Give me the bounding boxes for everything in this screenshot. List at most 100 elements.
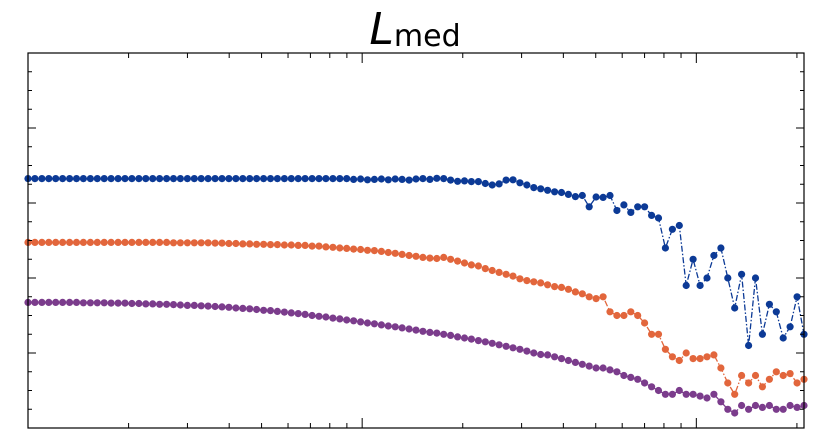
series-1-point — [66, 175, 74, 183]
series-1-point — [474, 178, 482, 186]
series-3-point — [142, 300, 150, 308]
series-2-point — [675, 356, 683, 365]
series-1-point — [190, 175, 198, 183]
series-2-point — [758, 383, 767, 391]
series-3-point — [183, 301, 191, 309]
series-1-point — [606, 191, 614, 200]
series-3-point — [689, 390, 697, 398]
series-1-point — [613, 206, 621, 215]
series-3-point — [606, 366, 614, 374]
series-3-point — [59, 298, 67, 306]
series-2-point — [273, 241, 281, 249]
series-1-point — [689, 255, 697, 263]
series-3-point — [544, 351, 552, 359]
series-3-point — [107, 299, 115, 307]
series-2-point — [100, 238, 108, 246]
series-1-point — [772, 308, 780, 316]
series-2-point — [751, 371, 760, 380]
series-2-point — [648, 330, 656, 338]
series-3-point — [357, 318, 365, 326]
series-1-point — [273, 175, 281, 183]
series-1-point — [100, 175, 108, 183]
series-2-point — [745, 379, 753, 387]
series-2-point — [419, 253, 427, 261]
series-1-point — [405, 176, 413, 184]
series-3-point — [564, 356, 573, 365]
series-1-point — [79, 175, 87, 183]
series-3-point — [149, 300, 157, 308]
series-3-point — [343, 316, 351, 324]
series-1-point — [239, 175, 247, 183]
series-2-point — [253, 240, 261, 248]
series-2-point — [135, 238, 143, 246]
series-2-point — [287, 241, 295, 249]
series-1-point — [336, 175, 344, 183]
series-2-point — [260, 240, 268, 248]
series-3-point — [724, 405, 732, 413]
series-1-point — [751, 274, 760, 282]
series-1-point — [72, 175, 81, 183]
series-2-point — [52, 238, 60, 246]
series-1-point — [121, 175, 129, 183]
series-3-point — [571, 358, 580, 366]
series-1-point — [363, 176, 372, 184]
series-1-point — [703, 274, 711, 282]
series-1-point — [460, 177, 469, 185]
series-3-point — [336, 315, 344, 323]
series-2-point — [433, 254, 441, 263]
series-3-point — [204, 302, 212, 310]
series-1-point — [225, 175, 233, 183]
series-2-point — [557, 283, 566, 291]
series-2-point — [128, 238, 136, 246]
series-1-point — [745, 341, 753, 350]
series-1-point — [45, 175, 53, 183]
series-3-point — [447, 331, 455, 339]
series-1-point — [544, 186, 552, 194]
series-3-point — [675, 386, 683, 395]
series-2-point — [793, 379, 801, 387]
series-3-point — [654, 386, 663, 395]
series-2-point — [377, 247, 385, 255]
series-1-point — [260, 175, 268, 183]
series-2-point — [661, 345, 670, 353]
series-2-point — [592, 295, 600, 303]
series-2-point — [232, 239, 240, 248]
series-2-point — [114, 238, 122, 246]
series-1-point — [509, 176, 517, 184]
series-1-point — [585, 203, 593, 211]
series-1-point — [599, 193, 607, 201]
series-1-line — [28, 177, 805, 346]
series-2-point — [197, 239, 205, 247]
series-1-point — [287, 175, 295, 183]
series-2 — [24, 238, 808, 398]
series-3-point — [467, 335, 475, 343]
series-3-point — [703, 394, 711, 402]
series-2-point — [544, 281, 552, 289]
series-1-point — [454, 177, 462, 185]
series-1-point — [557, 188, 566, 197]
series-1-point — [350, 175, 358, 183]
series-1-point — [765, 300, 774, 308]
series-2-point — [426, 254, 434, 262]
series-3-point — [765, 401, 774, 410]
series-3-point — [239, 304, 247, 312]
series-3-point — [474, 337, 482, 345]
series-2-point — [772, 368, 780, 376]
series-2-point — [668, 353, 677, 361]
series-3-point — [225, 303, 233, 311]
series-3-point — [287, 309, 295, 317]
series-3-point — [731, 409, 739, 417]
series-3-point — [128, 299, 136, 308]
series-2-point — [86, 238, 94, 246]
series-1-point — [488, 181, 496, 189]
series-2-point — [79, 238, 87, 246]
series-1-point — [142, 175, 150, 183]
series-2-point — [412, 252, 420, 260]
series-1-point — [31, 175, 39, 183]
series-1-point — [301, 175, 309, 183]
series-2-point — [384, 248, 392, 257]
series-1-point — [592, 193, 600, 201]
series-2-point — [488, 266, 496, 275]
series-1-point — [793, 293, 801, 301]
series-1-point — [59, 175, 67, 183]
